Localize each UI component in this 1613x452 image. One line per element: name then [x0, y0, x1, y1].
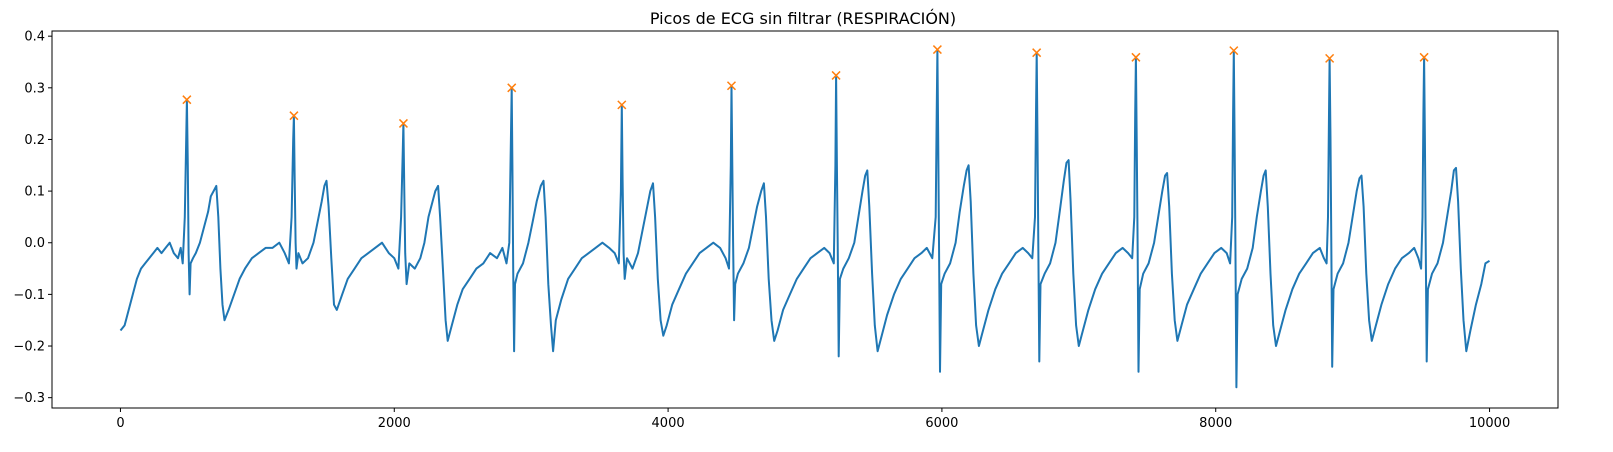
chart-title: Picos de ECG sin filtrar (RESPIRACIÓN) — [650, 9, 956, 28]
x-tick-label: 10000 — [1469, 416, 1510, 431]
y-tick-label: 0.2 — [24, 133, 45, 148]
ecg-signal-line — [119, 48, 1491, 389]
y-tick-label: 0.0 — [24, 236, 45, 251]
peak-marker — [1229, 46, 1239, 56]
y-tick-label: 0.3 — [24, 81, 45, 96]
peak-marker — [1131, 52, 1141, 62]
axes-frame — [51, 30, 1559, 409]
x-axis: 0 2000 4000 6000 8000 10000 — [116, 408, 1510, 431]
x-tick-label: 8000 — [1199, 416, 1232, 431]
x-tick-label: 4000 — [652, 416, 685, 431]
peak-marker — [182, 95, 192, 105]
x-tick-label: 2000 — [378, 416, 411, 431]
peak-marker — [617, 100, 627, 110]
y-tick-label: −0.1 — [13, 288, 45, 303]
peak-marker — [1419, 52, 1429, 62]
peak-marker — [726, 81, 737, 91]
y-tick-label: 0.1 — [24, 185, 45, 200]
peak-marker — [1325, 53, 1335, 63]
y-tick-label: 0.4 — [24, 30, 45, 45]
peak-marker — [507, 83, 517, 93]
y-tick-label: −0.3 — [13, 391, 45, 406]
y-axis: −0.3 −0.2 −0.1 0.0 0.1 0.2 0.3 0.4 — [13, 30, 52, 406]
peak-marker — [831, 70, 841, 80]
y-tick-label: −0.2 — [13, 340, 45, 355]
peak-marker — [289, 111, 299, 121]
peak-marker — [1032, 48, 1042, 58]
peak-markers — [182, 45, 1429, 128]
peak-marker — [398, 118, 408, 128]
x-tick-label: 0 — [116, 416, 124, 431]
plot-area — [119, 48, 1491, 389]
peak-marker — [932, 45, 942, 55]
x-tick-label: 6000 — [925, 416, 958, 431]
